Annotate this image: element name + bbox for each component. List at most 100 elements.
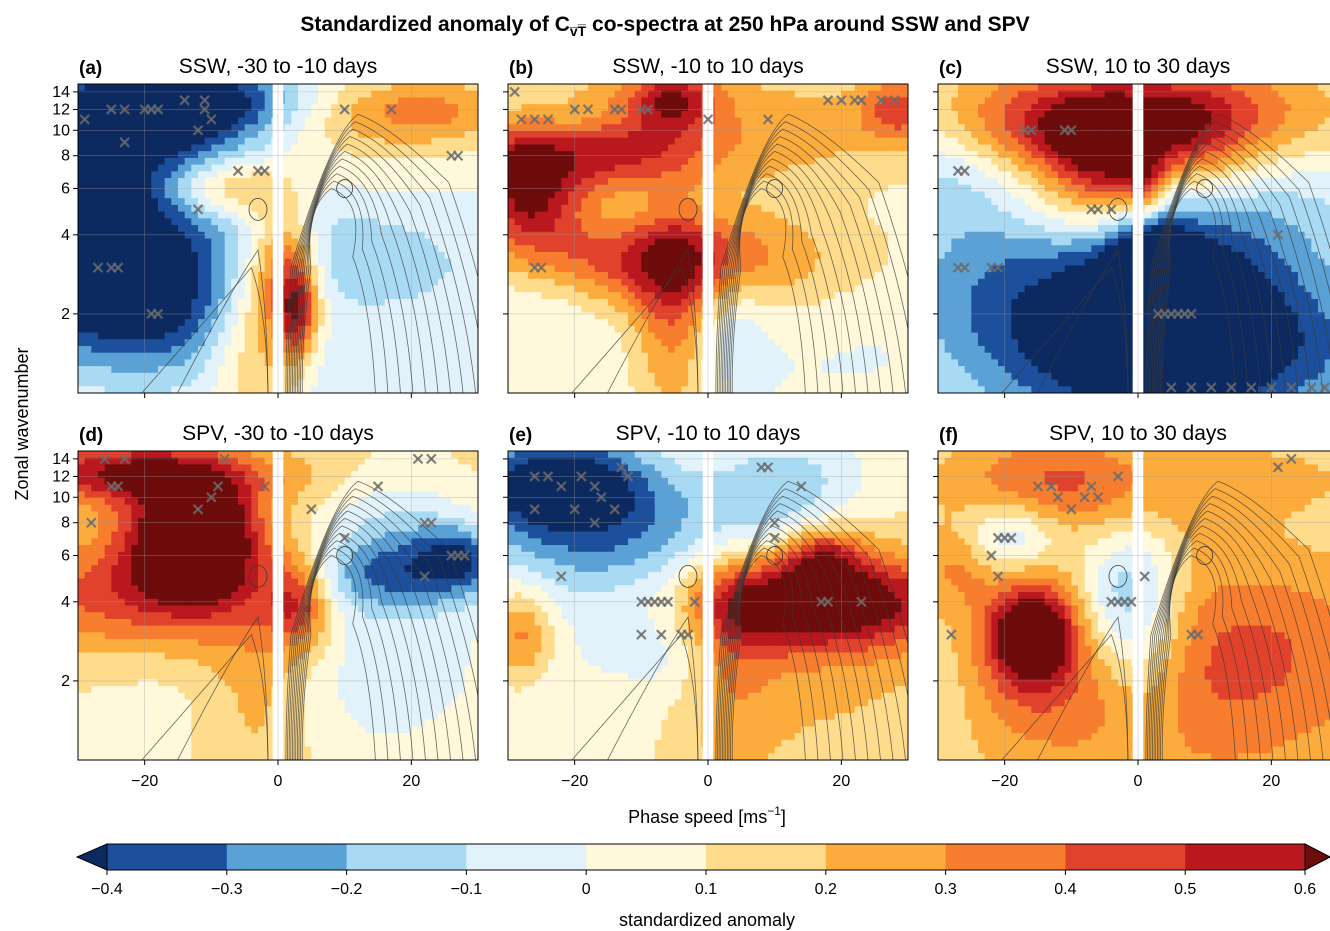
field-cell [781, 151, 789, 159]
field-cell [291, 218, 299, 226]
field-cell [198, 117, 206, 125]
field-cell [391, 278, 399, 287]
field-cell [324, 312, 332, 320]
field-cell [118, 352, 126, 361]
field-cell [224, 339, 232, 347]
field-cell [184, 144, 192, 152]
field-cell [258, 345, 266, 354]
field-cell [464, 366, 472, 374]
field-cell [561, 218, 569, 226]
field-cell [868, 144, 876, 152]
field-cell [451, 151, 459, 159]
field-cell [91, 157, 99, 166]
field-cell [311, 117, 319, 125]
field-cell [734, 104, 742, 112]
field-cell [464, 211, 472, 219]
field-cell [688, 157, 696, 166]
field-cell [794, 218, 802, 226]
field-cell [411, 238, 419, 246]
field-cell [828, 225, 836, 233]
field-cell [224, 238, 232, 246]
field-cell [138, 258, 146, 266]
field-cell [894, 97, 902, 105]
field-cell [714, 225, 722, 233]
field-cell [311, 238, 319, 246]
field-cell [284, 278, 292, 287]
field-cell [404, 352, 412, 361]
field-cell [608, 278, 616, 287]
field-cell [178, 372, 186, 381]
field-cell [451, 131, 459, 139]
field-cell [581, 298, 589, 307]
field-cell [608, 144, 616, 152]
field-cell [151, 225, 159, 233]
field-cell [881, 84, 889, 92]
field-cell [694, 245, 702, 253]
field-cell [98, 332, 106, 340]
field-cell [104, 131, 112, 139]
field-cell [568, 238, 576, 246]
field-cell [451, 379, 459, 387]
field-cell [588, 305, 596, 313]
field-cell [391, 298, 399, 307]
field-cell [104, 319, 112, 327]
field-cell [91, 178, 99, 186]
field-cell [548, 151, 556, 159]
field-cell [868, 104, 876, 112]
field-cell [138, 191, 146, 199]
field-cell [681, 137, 689, 146]
field-cell [721, 157, 729, 166]
field-cell [874, 231, 882, 240]
field-cell [514, 204, 522, 213]
field-cell [608, 298, 616, 307]
field-cell [258, 124, 266, 132]
field-cell [111, 104, 119, 112]
field-cell [264, 372, 272, 381]
field-cell [204, 366, 212, 374]
field-cell [574, 198, 582, 206]
field-cell [444, 204, 452, 213]
field-cell [378, 379, 386, 387]
field-cell [894, 137, 902, 146]
field-cell [848, 151, 856, 159]
field-cell [821, 137, 829, 146]
field-cell [821, 245, 829, 253]
field-cell [98, 104, 106, 112]
field-cell [541, 278, 549, 287]
field-cell [628, 84, 636, 92]
field-cell [351, 104, 359, 112]
field-cell [84, 191, 92, 199]
field-cell [164, 97, 172, 105]
field-cell [218, 110, 226, 119]
field-cell [444, 225, 452, 233]
field-cell [574, 131, 582, 139]
field-cell [431, 178, 439, 186]
field-cell [681, 84, 689, 92]
field-cell [111, 325, 119, 334]
field-cell [444, 292, 452, 300]
field-cell [601, 137, 609, 146]
field-cell [284, 191, 292, 199]
field-cell [304, 124, 312, 132]
field-cell [881, 272, 889, 280]
field-cell [754, 218, 762, 226]
field-cell [98, 97, 106, 105]
field-cell [98, 272, 106, 280]
field-cell [814, 211, 822, 219]
field-cell [384, 386, 392, 393]
field-cell [788, 124, 796, 132]
field-cell [378, 144, 386, 152]
field-cell [588, 238, 596, 246]
field-cell [748, 84, 756, 92]
field-cell [404, 231, 412, 240]
field-cell [391, 345, 399, 354]
field-cell [104, 325, 112, 334]
field-cell [661, 245, 669, 253]
field-cell [78, 238, 86, 246]
field-cell [628, 131, 636, 139]
field-cell [351, 366, 359, 374]
field-cell [674, 97, 682, 105]
field-cell [841, 204, 849, 213]
field-cell [298, 97, 306, 105]
field-cell [581, 278, 589, 287]
